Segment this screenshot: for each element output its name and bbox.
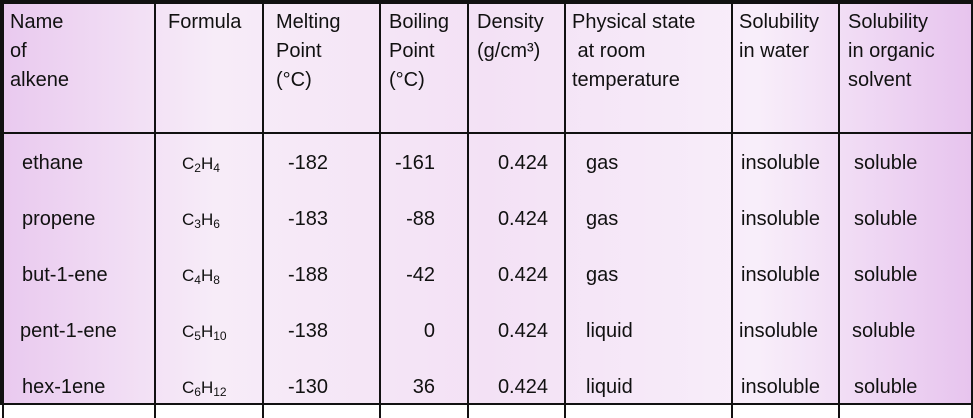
formula-hydrogen-count: 12 — [213, 385, 227, 399]
header-boiling-point: Boiling Point (°C) — [379, 2, 469, 134]
header-state-line: Physical state — [572, 11, 696, 33]
formula-carbon-count: 3 — [194, 217, 201, 231]
header-density-line: Density — [477, 11, 544, 33]
header-solubility-water: Solubility in water — [731, 2, 840, 134]
cell-solubility-organic: soluble — [838, 306, 973, 362]
header-formula: Formula — [154, 2, 264, 134]
formula-hydrogen-count: 6 — [213, 217, 220, 231]
table-row: but-1-ene C4H8 -188 -42 0.424 gas insolu… — [2, 250, 973, 306]
cell-solubility-water: insoluble — [731, 194, 840, 250]
cell-boiling-point: -42 — [379, 250, 469, 306]
header-state-line: at room — [572, 40, 646, 62]
header-boiling-line: (°C) — [389, 69, 425, 91]
cell-physical-state: liquid — [564, 362, 733, 418]
header-name-line: of — [10, 40, 27, 62]
header-sol-organic-line: solvent — [848, 69, 912, 91]
header-density: Density (g/cm³) — [467, 2, 566, 134]
cell-name: hex-1ene — [2, 362, 156, 418]
cell-density: 0.424 — [467, 306, 566, 362]
formula-carbon-count: 2 — [194, 161, 201, 175]
table-row: ethane C2H4 -182 -161 0.424 gas insolubl… — [2, 133, 973, 194]
cell-solubility-water: insoluble — [731, 362, 840, 418]
cell-melting-point: -183 — [262, 194, 381, 250]
cell-solubility-water: insoluble — [731, 306, 840, 362]
cell-boiling-point: -88 — [379, 194, 469, 250]
cell-solubility-water: insoluble — [731, 133, 840, 194]
header-melting-line: Point — [276, 40, 322, 62]
formula-hydrogen-count: 10 — [213, 329, 227, 343]
cell-boiling-point: 36 — [379, 362, 469, 418]
cell-physical-state: liquid — [564, 306, 733, 362]
cell-formula: C4H8 — [154, 250, 264, 306]
cell-density: 0.424 — [467, 194, 566, 250]
cell-boiling-point: 0 — [379, 306, 469, 362]
cell-solubility-organic: soluble — [838, 133, 973, 194]
cell-density: 0.424 — [467, 133, 566, 194]
header-sol-water-line: in water — [739, 40, 810, 62]
cell-name: propene — [2, 194, 156, 250]
cell-melting-point: -138 — [262, 306, 381, 362]
cell-name: ethane — [2, 133, 156, 194]
header-melting-point: Melting Point (°C) — [262, 2, 381, 134]
header-melting-line: (°C) — [276, 69, 312, 91]
header-name-line: Name — [10, 11, 64, 33]
cell-formula: C6H12 — [154, 362, 264, 418]
cell-density: 0.424 — [467, 362, 566, 418]
formula-hydrogen-count: 4 — [213, 161, 220, 175]
header-row: Name of alkene Formula Melting Point (°C… — [2, 2, 973, 134]
formula-carbon-count: 6 — [194, 385, 201, 399]
cell-formula: C3H6 — [154, 194, 264, 250]
table-row: hex-1ene C6H12 -130 36 0.424 liquid inso… — [2, 362, 973, 418]
formula-carbon-count: 4 — [194, 273, 201, 287]
table-row: pent-1-ene C5H10 -138 0 0.424 liquid ins… — [2, 306, 973, 362]
cell-melting-point: -130 — [262, 362, 381, 418]
header-state-line: temperature — [572, 69, 680, 91]
header-solubility-organic: Solubility in organic solvent — [838, 2, 973, 134]
header-name-line: alkene — [10, 69, 69, 91]
cell-melting-point: -182 — [262, 133, 381, 194]
header-sol-organic-line: Solubility — [848, 11, 929, 33]
cell-name: pent-1-ene — [2, 306, 156, 362]
formula-carbon-count: 5 — [194, 329, 201, 343]
header-boiling-line: Point — [389, 40, 435, 62]
table-row: propene C3H6 -183 -88 0.424 gas insolubl… — [2, 194, 973, 250]
formula-hydrogen-count: 8 — [213, 273, 220, 287]
header-sol-water-line: Solubility — [739, 11, 820, 33]
header-boiling-line: Boiling — [389, 11, 450, 33]
cell-solubility-organic: soluble — [838, 194, 973, 250]
cell-formula: C2H4 — [154, 133, 264, 194]
cell-boiling-point: -161 — [379, 133, 469, 194]
cell-melting-point: -188 — [262, 250, 381, 306]
header-sol-organic-line: in organic — [848, 40, 935, 62]
cell-density: 0.424 — [467, 250, 566, 306]
cell-solubility-water: insoluble — [731, 250, 840, 306]
header-physical-state: Physical state at room temperature — [564, 2, 733, 134]
header-density-line: (g/cm³) — [477, 40, 541, 62]
cell-physical-state: gas — [564, 250, 733, 306]
header-name: Name of alkene — [2, 2, 156, 134]
header-melting-line: Melting — [276, 11, 341, 33]
cell-name: but-1-ene — [2, 250, 156, 306]
cell-solubility-organic: soluble — [838, 250, 973, 306]
header-formula-line: Formula — [168, 11, 242, 33]
cell-solubility-organic: soluble — [838, 362, 973, 418]
cell-physical-state: gas — [564, 133, 733, 194]
cell-physical-state: gas — [564, 194, 733, 250]
cell-formula: C5H10 — [154, 306, 264, 362]
